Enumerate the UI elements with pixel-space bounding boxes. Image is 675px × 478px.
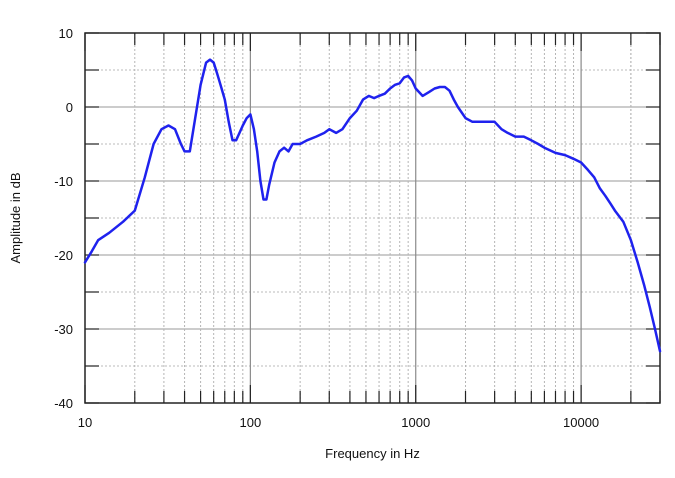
x-tick-label: 1000 — [401, 415, 430, 430]
y-tick-label: -10 — [54, 174, 73, 189]
y-tick-label: -20 — [54, 248, 73, 263]
grid — [85, 32, 661, 404]
plot-frame — [84, 32, 661, 404]
y-tick-labels: -40 -30 -20 -10 0 10 — [54, 26, 73, 411]
x-tick-labels: 10 100 1000 10000 — [78, 415, 599, 430]
y-tick-label: 10 — [59, 26, 73, 41]
series-line-amplitude — [83, 58, 662, 353]
x-tick-label: 10000 — [563, 415, 599, 430]
x-tick-label: 10 — [78, 415, 92, 430]
y-tick-label: 0 — [66, 100, 73, 115]
x-tick-label: 100 — [240, 415, 262, 430]
x-axis-label: Frequency in Hz — [325, 446, 420, 461]
y-tick-label: -40 — [54, 396, 73, 411]
y-tick-label: -30 — [54, 322, 73, 337]
y-axis-label: Amplitude in dB — [8, 172, 23, 263]
